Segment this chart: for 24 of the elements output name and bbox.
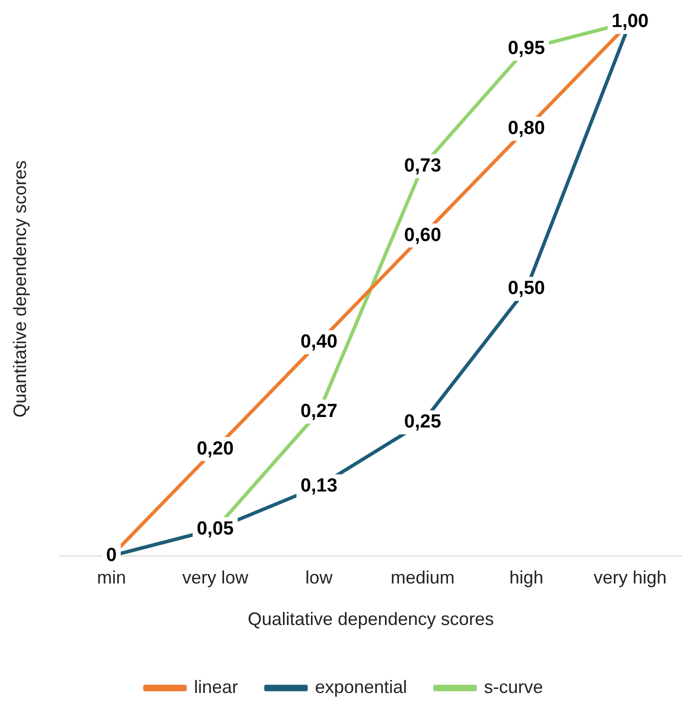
data-label: 0,13 xyxy=(300,476,338,497)
x-tick-label: medium xyxy=(390,568,455,588)
x-tick-label: high xyxy=(509,568,544,588)
data-label: 1,00 xyxy=(612,11,649,32)
x-axis-title: Qualitative dependency scores xyxy=(248,609,494,630)
x-tick-label: very high xyxy=(594,568,667,588)
data-label: 0,20 xyxy=(196,438,234,460)
data-label: 0,60 xyxy=(404,224,442,246)
y-axis-title: Quantitative dependency scores xyxy=(10,160,30,418)
x-tick-label: low xyxy=(305,568,334,588)
data-label: 0,73 xyxy=(404,155,442,176)
data-label: 0,05 xyxy=(196,518,234,540)
data-label: 0,50 xyxy=(508,278,545,300)
x-tick-label: very low xyxy=(182,568,250,588)
data-label: 0,80 xyxy=(508,118,545,139)
data-label: 0 xyxy=(106,545,117,566)
data-label: 0,25 xyxy=(404,412,442,433)
x-tick-label: min xyxy=(96,568,126,588)
legend-label: s-curve xyxy=(484,676,544,697)
data-label: 0,40 xyxy=(300,332,338,353)
legend-label: exponential xyxy=(314,676,408,697)
legend-label: linear xyxy=(194,676,238,697)
data-label: 0,95 xyxy=(508,38,546,59)
data-label: 0,27 xyxy=(300,400,338,422)
